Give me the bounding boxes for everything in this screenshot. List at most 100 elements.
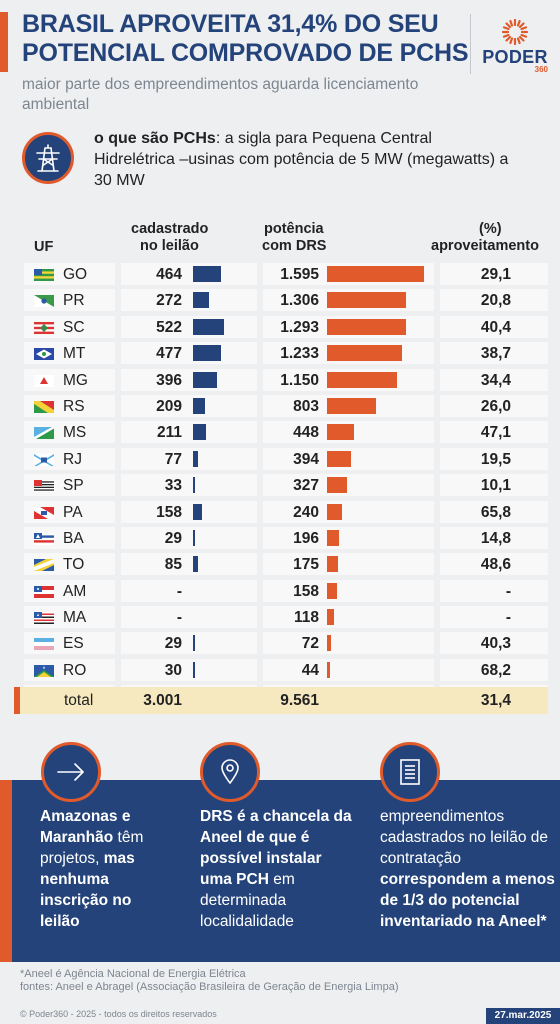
table-row: MS 211 448 47,1 <box>0 419 560 445</box>
cell-aproveitamento-bg <box>440 394 548 417</box>
cadastrado-bar <box>193 635 195 652</box>
cadastrado-value: 464 <box>156 266 182 283</box>
cadastrado-bar <box>193 661 195 678</box>
note-leilao: empreendimentos cadastrados no leilão de… <box>380 806 555 932</box>
cell-aproveitamento-bg <box>440 289 548 312</box>
cadastrado-bar <box>193 292 210 309</box>
potencia-bar <box>327 424 355 441</box>
arrow-right-icon <box>57 763 84 781</box>
table-row: PA 158 240 65,8 <box>0 499 560 525</box>
state-code: BA <box>63 529 84 547</box>
note-amazonas-maranhao: Amazonas e Maranhão têm projetos, mas ne… <box>40 806 170 932</box>
flag-sc-icon <box>34 321 54 334</box>
cell-potencia-bg <box>263 526 434 549</box>
cadastrado-value: 272 <box>156 292 182 310</box>
potencia-value: 175 <box>293 556 319 574</box>
state-code: PR <box>63 292 85 310</box>
table-row: RJ 77 394 19,5 <box>0 446 560 472</box>
cell-aproveitamento-bg <box>440 500 548 523</box>
potencia-value: 196 <box>293 529 319 547</box>
cell-aproveitamento-bg <box>440 474 548 497</box>
col-potencia-2: com DRS <box>262 238 327 254</box>
potencia-bar <box>327 266 424 282</box>
aproveitamento-value: 34,4 <box>480 371 511 389</box>
aproveitamento-value: 47,1 <box>480 424 511 442</box>
potencia-value: 1.293 <box>280 318 319 336</box>
aproveitamento-value: 19,5 <box>480 450 511 468</box>
cell-cadastrado-bg <box>121 553 257 576</box>
potencia-bar <box>327 582 337 599</box>
cell-aproveitamento-bg <box>440 579 548 602</box>
table-row: PR 272 1.306 20,8 <box>0 287 560 313</box>
potencia-bar <box>327 450 351 467</box>
cell-cadastrado-bg <box>121 368 257 391</box>
cadastrado-bar <box>193 266 221 282</box>
potencia-bar <box>327 503 342 520</box>
aproveitamento-value: 40,4 <box>480 318 511 336</box>
aproveitamento-value: 29,1 <box>480 266 511 283</box>
total-potencia: 9.561 <box>280 692 319 709</box>
aproveitamento-value: 38,7 <box>480 345 511 363</box>
col-cadastrado-1: cadastrado <box>131 221 209 237</box>
table-row: MT 477 1.233 38,7 <box>0 340 560 366</box>
cadastrado-value: 209 <box>156 397 182 415</box>
cadastrado-value: - <box>176 609 182 627</box>
col-cadastrado-2: no leilão <box>140 238 199 254</box>
aproveitamento-value: 10,1 <box>480 477 511 495</box>
cell-potencia-bg <box>263 606 434 629</box>
pch-definition: o que são PCHs: a sigla para Pequena Cen… <box>94 128 514 191</box>
flag-am-icon <box>34 585 54 598</box>
table-row: RO 30 44 68,2 <box>0 657 560 683</box>
header-divider <box>470 14 471 74</box>
footnote-aneel: *Aneel é Agência Nacional de Energia Elé… <box>20 968 246 980</box>
flag-ma-icon <box>34 612 54 625</box>
cell-aproveitamento-bg <box>440 368 548 391</box>
footnote-sources: fontes: Aneel e Abragel (Associação Bras… <box>20 981 399 993</box>
col-pct-1: (%) <box>479 221 502 237</box>
cell-aproveitamento-bg <box>440 421 548 444</box>
potencia-bar <box>327 477 347 494</box>
aproveitamento-value: 65,8 <box>480 503 511 521</box>
cell-cadastrado-bg <box>121 632 257 655</box>
note-2-bold: DRS é a chancela da Aneel de que é possí… <box>200 808 352 888</box>
cadastrado-value: 396 <box>156 371 182 389</box>
cadastrado-value: 477 <box>156 345 182 363</box>
potencia-bar <box>327 371 397 388</box>
flag-es-icon <box>34 638 54 651</box>
cell-cadastrado-bg <box>121 263 257 285</box>
cell-aproveitamento-bg <box>440 263 548 285</box>
note-3-bold: correspondem a menos de 1/3 do potencial… <box>380 871 555 930</box>
total-row: total 3.001 9.561 31,4 <box>14 687 548 714</box>
state-code: RJ <box>63 450 82 468</box>
cell-potencia-bg <box>263 632 434 655</box>
state-code: AM <box>63 582 87 600</box>
aproveitamento-value: - <box>505 582 511 600</box>
potencia-value: 72 <box>301 635 319 653</box>
cell-potencia-bg <box>263 500 434 523</box>
cadastrado-bar <box>193 397 206 414</box>
potencia-bar <box>327 529 339 546</box>
flag-pa-icon <box>34 506 54 519</box>
state-code: ES <box>63 635 84 653</box>
state-code: GO <box>63 266 88 283</box>
state-code: SC <box>63 318 85 336</box>
cell-cadastrado-bg <box>121 394 257 417</box>
flag-mt-icon <box>34 348 54 361</box>
page-title: BRASIL APROVEITA 31,4% DO SEU POTENCIAL … <box>22 10 469 67</box>
state-code: MS <box>63 424 87 442</box>
poder360-logo: PODER 360 <box>478 18 552 74</box>
flag-rj-icon <box>34 453 54 466</box>
cell-cadastrado-bg <box>121 579 257 602</box>
logo-word: PODER <box>482 47 548 67</box>
state-code: MG <box>63 371 88 389</box>
cadastrado-bar <box>193 424 206 441</box>
cell-cadastrado-bg <box>121 421 257 444</box>
flag-ro-icon <box>34 664 54 677</box>
table-row: TO 85 175 48,6 <box>0 551 560 577</box>
cadastrado-value: 29 <box>164 635 182 653</box>
transmission-tower-icon <box>36 144 60 172</box>
state-code: TO <box>63 556 85 574</box>
cell-cadastrado-bg <box>121 500 257 523</box>
flag-sp-icon <box>34 480 54 493</box>
potencia-bar <box>327 318 406 335</box>
